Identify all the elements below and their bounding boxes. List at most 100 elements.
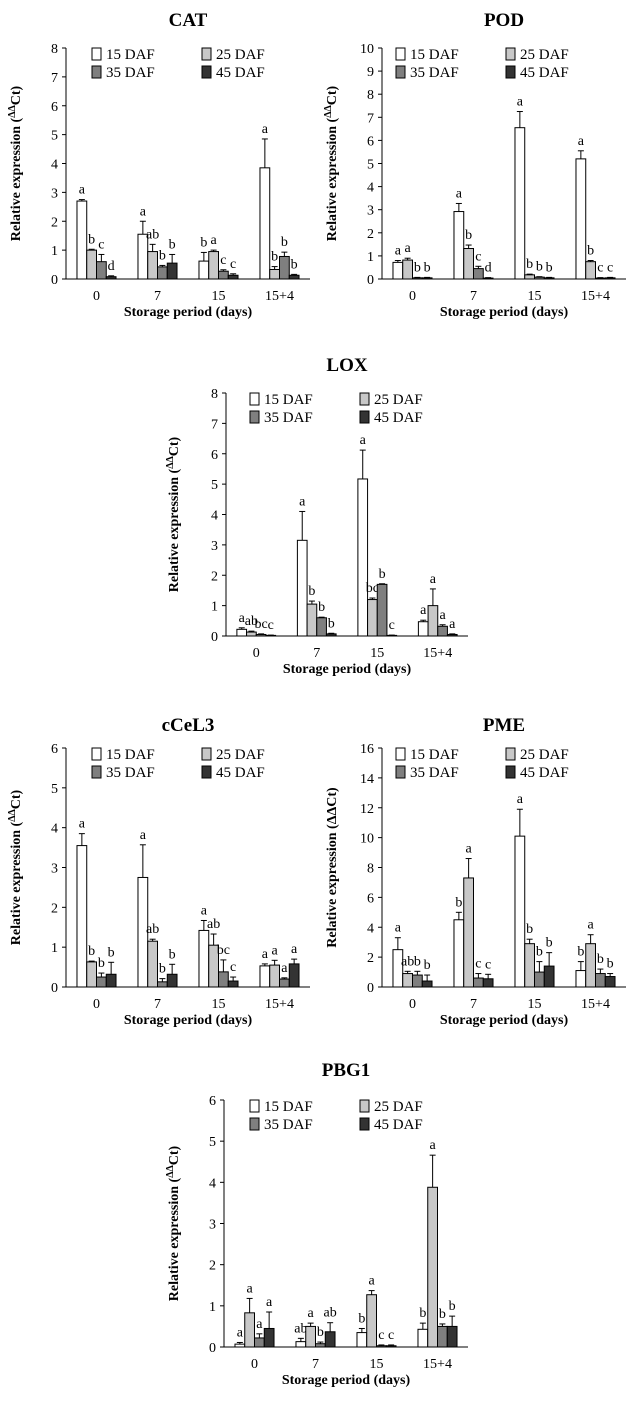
y-tick-label: 2 (209, 1259, 216, 1274)
chart-title: LOX (326, 355, 367, 376)
bar-15-daf-0 (76, 845, 88, 988)
bar-45-daf-15plus4 (288, 963, 300, 988)
y-tick-label: 5 (211, 478, 218, 493)
bar-25-daf-7 (463, 877, 475, 988)
bar-35-daf-15plus4 (437, 625, 448, 637)
significance-letter: a (266, 1295, 273, 1310)
bar-45-daf-0 (421, 277, 433, 280)
y-tick-label: 5 (367, 158, 374, 173)
y-axis-label-part: Relative expression ( (9, 821, 24, 945)
x-axis-label: Storage period (days) (282, 1373, 411, 1388)
y-tick-label: 2 (51, 901, 58, 916)
significance-letter: a (420, 603, 427, 618)
legend-label-25-daf: 25 DAF (216, 47, 265, 63)
bar-35-daf-0 (96, 261, 107, 280)
significance-letter: a (239, 611, 246, 626)
y-tick-label: 2 (367, 227, 374, 242)
significance-letter: b (291, 257, 298, 272)
significance-letter: b (414, 954, 421, 969)
y-axis-label: Relative expression (ΔΔCt) (323, 85, 340, 241)
legend-swatch-25-daf (359, 392, 370, 406)
chart-title: POD (484, 10, 524, 31)
bar-25-daf-7 (463, 248, 475, 280)
y-tick-label: 4 (367, 181, 374, 196)
bar-15-daf-15 (514, 835, 526, 988)
bar-15-daf-15plus4 (575, 970, 587, 988)
bar-35-daf-15 (534, 276, 545, 280)
y-axis-label-part: Relative expression ( (9, 117, 24, 241)
y-tick-label: 6 (51, 742, 58, 757)
significance-letter: b (526, 922, 533, 937)
y-tick-label: 1 (367, 250, 374, 265)
y-axis-label: Relative expression (ΔΔCt) (7, 85, 24, 241)
x-tick-label: 15+4 (581, 289, 610, 304)
significance-letter: b (98, 956, 105, 971)
y-tick-label: 6 (367, 891, 374, 906)
bar-15-daf-0 (236, 628, 248, 637)
bar-25-daf-0 (86, 249, 97, 280)
legend-swatch-45-daf (359, 1117, 370, 1131)
bar-35-daf-7 (316, 617, 327, 637)
bar-15-daf-7 (296, 539, 308, 637)
bar-45-daf-0 (263, 1327, 275, 1348)
y-axis-label: Relative expression (ΔΔCt) (165, 436, 182, 592)
y-axis-label-part: Relative expression ( (167, 1177, 182, 1301)
legend-swatch-25-daf (201, 747, 212, 761)
significance-letter: a (291, 942, 298, 957)
x-tick-label: 7 (154, 289, 161, 304)
bar-45-daf-0 (421, 980, 433, 988)
bar-45-daf-15 (227, 980, 239, 988)
y-axis-label-part: Relative expression (ΔΔCt) (325, 787, 340, 948)
significance-letter: bc (366, 581, 379, 596)
x-tick-label: 0 (409, 997, 416, 1012)
bar-45-daf-15plus4 (288, 274, 300, 280)
y-tick-label: 5 (209, 1135, 216, 1150)
x-axis-label: Storage period (days) (440, 1013, 569, 1028)
bar-15-daf-7 (453, 211, 465, 280)
legend-label-25-daf: 25 DAF (216, 747, 265, 763)
significance-letter: b (281, 235, 288, 250)
y-axis-label-part: Relative expression ( (325, 117, 340, 241)
y-axis-label-part: ΔΔ (7, 809, 18, 822)
significance-letter: a (466, 842, 473, 857)
bar-15-daf-15 (198, 929, 210, 988)
bar-15-daf-7 (295, 1341, 307, 1348)
significance-letter: a (578, 134, 585, 149)
bar-25-daf-0 (402, 259, 413, 280)
x-tick-label: 15+4 (265, 997, 294, 1012)
x-axis-label: Storage period (days) (440, 305, 569, 320)
y-tick-label: 1 (209, 1300, 216, 1315)
x-tick-label: 7 (470, 997, 477, 1012)
y-tick-label: 0 (367, 273, 374, 288)
y-tick-label: 2 (367, 951, 374, 966)
legend-swatch-15-daf (249, 392, 260, 406)
significance-letter: b (546, 260, 553, 275)
significance-letter: ab (146, 922, 159, 937)
y-tick-label: 8 (367, 862, 374, 877)
significance-letter: b (424, 958, 431, 973)
y-tick-label: 4 (209, 1176, 216, 1191)
bar-35-daf-15plus4 (279, 978, 290, 988)
significance-letter: b (317, 1325, 324, 1340)
bar-45-daf-15plus4 (446, 1325, 458, 1348)
legend-label-35-daf: 35 DAF (264, 1117, 313, 1133)
significance-letter: a (430, 1138, 437, 1153)
significance-letter: a (395, 244, 402, 259)
y-axis-label-part: ΔΔ (7, 105, 18, 118)
bar-35-daf-0 (412, 277, 423, 280)
significance-letter: b (424, 260, 431, 275)
bar-25-daf-0 (244, 1312, 255, 1348)
chart-ccel3: cCeL3 0 1 2 3 4 5 6 Relative expression (ΔΔCt) 0 a… (0, 705, 316, 1040)
significance-letter: c (230, 960, 236, 975)
significance-letter: a (211, 233, 218, 248)
y-tick-label: 8 (51, 42, 58, 57)
y-axis-label: Relative expression (ΔΔCt) (165, 1145, 182, 1301)
bar-35-daf-15plus4 (595, 277, 606, 280)
bar-35-daf-0 (412, 974, 423, 988)
y-tick-label: 9 (367, 65, 374, 80)
x-tick-label: 15+4 (265, 289, 294, 304)
significance-letter: a (395, 921, 402, 936)
bar-25-daf-15 (367, 599, 378, 637)
bar-35-daf-15 (218, 270, 229, 280)
